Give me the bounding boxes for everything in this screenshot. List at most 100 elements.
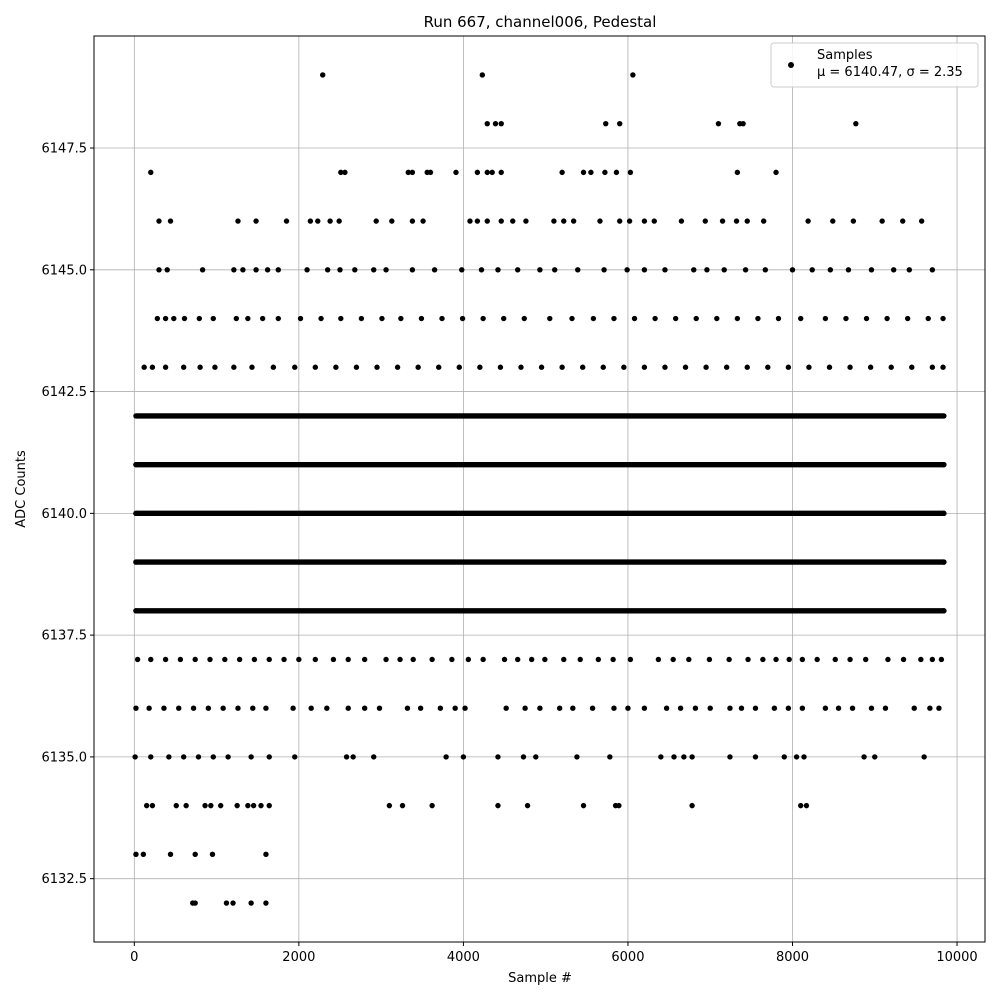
data-point	[460, 754, 467, 760]
data-point	[611, 315, 617, 322]
data-point	[383, 656, 389, 663]
data-point	[415, 364, 421, 370]
data-point	[843, 315, 849, 322]
data-point	[449, 656, 455, 663]
data-point	[677, 705, 684, 711]
data-point	[210, 315, 216, 322]
data-point	[167, 851, 174, 858]
data-point	[324, 267, 331, 273]
data-point	[621, 364, 627, 370]
data-point	[641, 218, 648, 224]
data-point	[199, 267, 206, 273]
data-point	[533, 754, 539, 760]
data-point	[162, 656, 169, 663]
data-point	[374, 364, 380, 370]
y-tick-label: 6135.0	[42, 750, 88, 765]
data-point	[523, 218, 529, 224]
data-point	[308, 705, 314, 711]
data-point	[900, 656, 907, 663]
data-point	[264, 267, 271, 273]
data-point	[890, 267, 897, 273]
data-point	[885, 656, 891, 663]
data-point	[474, 218, 481, 224]
data-point	[330, 656, 337, 663]
data-point	[707, 705, 713, 711]
data-point	[405, 169, 411, 176]
data-point	[207, 656, 213, 663]
data-point	[223, 900, 230, 906]
data-point	[465, 656, 472, 663]
data-point	[133, 510, 139, 517]
data-point	[141, 364, 147, 370]
data-point	[806, 364, 812, 370]
data-point	[146, 705, 152, 711]
data-point	[691, 267, 697, 273]
x-axis-ticks: 0 2000 4000 6000 8000 10000	[130, 942, 978, 965]
data-point	[240, 267, 246, 273]
data-point	[627, 169, 634, 176]
data-point	[503, 705, 509, 711]
data-point	[863, 315, 870, 322]
data-point	[524, 802, 531, 809]
data-point	[589, 705, 596, 711]
data-point	[253, 218, 259, 224]
data-point	[547, 315, 553, 322]
data-point	[703, 364, 709, 370]
data-point	[941, 461, 947, 468]
data-point	[459, 315, 466, 322]
data-point	[373, 218, 379, 224]
data-point	[918, 218, 925, 224]
data-point	[719, 218, 726, 224]
plot-frame	[93, 35, 986, 943]
data-point	[762, 267, 769, 273]
data-point	[133, 461, 139, 468]
data-point	[616, 802, 622, 809]
data-point	[304, 267, 310, 273]
y-tick-label: 6147.5	[42, 142, 88, 157]
data-point	[570, 705, 576, 711]
data-point	[418, 315, 425, 322]
data-point	[220, 705, 226, 711]
data-point	[477, 364, 483, 370]
data-point	[740, 120, 746, 127]
data-point	[249, 364, 255, 370]
data-point	[580, 169, 587, 176]
data-point	[538, 364, 545, 370]
data-point	[192, 851, 198, 858]
data-point	[771, 705, 778, 711]
data-point	[462, 705, 468, 711]
data-point	[689, 802, 695, 809]
data-point	[259, 315, 266, 322]
data-point	[484, 169, 490, 176]
data-point	[520, 754, 527, 760]
data-point	[727, 705, 733, 711]
data-point	[484, 218, 490, 224]
data-point	[176, 705, 182, 711]
data-point	[888, 364, 894, 370]
data-point	[315, 218, 321, 224]
data-point	[641, 705, 648, 711]
data-point	[225, 754, 231, 760]
data-point	[320, 72, 326, 78]
data-point	[399, 802, 406, 809]
data-point	[162, 364, 169, 370]
data-point	[775, 315, 782, 322]
data-point	[867, 364, 874, 370]
data-point	[307, 218, 314, 224]
data-point	[715, 120, 722, 127]
data-point	[495, 267, 501, 273]
data-point	[235, 218, 241, 224]
data-point	[427, 169, 434, 176]
data-point	[404, 705, 411, 711]
data-point	[453, 169, 459, 176]
data-point	[342, 169, 348, 176]
data-point	[569, 315, 575, 322]
data-point	[929, 364, 936, 370]
y-tick-label: 6137.5	[42, 629, 88, 644]
data-point	[183, 802, 189, 809]
data-point	[607, 754, 613, 760]
y-tick-label: 6140.0	[42, 507, 88, 522]
data-point	[514, 267, 521, 273]
data-point	[830, 218, 836, 224]
